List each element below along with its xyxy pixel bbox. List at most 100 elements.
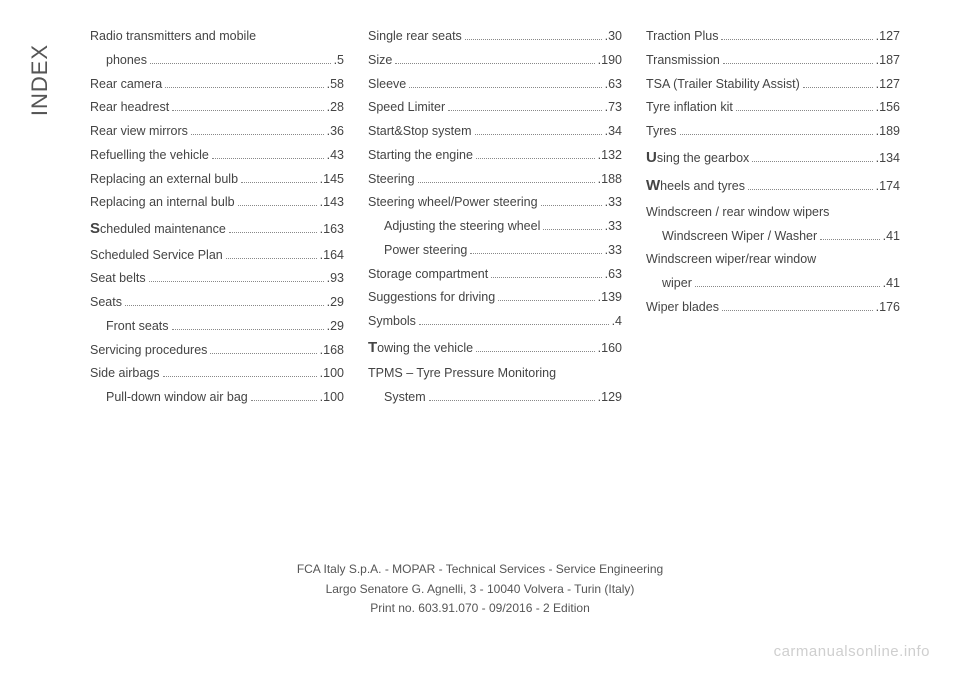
entry-page: .5 <box>334 49 344 73</box>
entry-label: Seats <box>90 291 122 315</box>
leader-dots <box>721 32 872 41</box>
entry-page: .36 <box>327 120 344 144</box>
footer-line1: FCA Italy S.p.A. - MOPAR - Technical Ser… <box>0 560 960 579</box>
entry-page: .143 <box>320 191 344 215</box>
index-entry: Tyre inflation kit .156 <box>646 96 900 120</box>
watermark: carmanualsonline.info <box>774 643 930 660</box>
leader-dots <box>163 369 317 378</box>
footer-line2: Largo Senatore G. Agnelli, 3 - 10040 Vol… <box>0 580 960 599</box>
index-entry: Using the gearbox.134 <box>646 144 900 173</box>
entry-label: wiper <box>662 272 692 296</box>
entry-page: .73 <box>605 96 622 120</box>
entry-label: TSA (Trailer Stability Assist) <box>646 73 800 97</box>
entry-page: .134 <box>876 147 900 171</box>
entry-page: .174 <box>876 175 900 199</box>
index-entry: Seats .29 <box>90 291 344 315</box>
entry-page: .29 <box>327 291 344 315</box>
entry-page: .29 <box>327 315 344 339</box>
leader-dots <box>395 55 594 64</box>
index-entry: TSA (Trailer Stability Assist).127 <box>646 73 900 97</box>
entry-page: .160 <box>598 337 622 361</box>
entry-label: Starting the engine <box>368 144 473 168</box>
entry-label: Wiper blades <box>646 296 719 320</box>
index-entry: Rear view mirrors .36 <box>90 120 344 144</box>
index-entry: Pull-down window air bag .100 <box>90 386 344 410</box>
index-entry: Speed Limiter .73 <box>368 96 622 120</box>
entry-label: Windscreen wiper/rear window <box>646 248 816 272</box>
entry-label: Speed Limiter <box>368 96 445 120</box>
entry-label: Refuelling the vehicle <box>90 144 209 168</box>
index-entry: Scheduled Service Plan.164 <box>90 244 344 268</box>
index-entry: Seat belts.93 <box>90 267 344 291</box>
index-column: Radio transmitters and mobilephones.5Rea… <box>90 25 344 410</box>
entry-page: .63 <box>605 73 622 97</box>
entry-label: Rear camera <box>90 73 162 97</box>
index-entry: phones.5 <box>90 49 344 73</box>
entry-label: Sleeve <box>368 73 406 97</box>
leader-dots <box>241 174 317 183</box>
entry-label: Steering wheel/Power steering <box>368 191 538 215</box>
leader-dots <box>680 127 873 136</box>
index-entry: Steering wheel/Power steering .33 <box>368 191 622 215</box>
entry-label: Side airbags <box>90 362 160 386</box>
entry-page: .4 <box>612 310 622 334</box>
index-entry: Power steering.33 <box>368 239 622 263</box>
entry-label: Windscreen Wiper / Washer <box>662 225 817 249</box>
entry-page: .145 <box>320 168 344 192</box>
entry-label: Suggestions for driving <box>368 286 495 310</box>
entry-page: .156 <box>876 96 900 120</box>
leader-dots <box>448 103 601 112</box>
entry-label: Tyre inflation kit <box>646 96 733 120</box>
index-entry: Size.190 <box>368 49 622 73</box>
index-entry: Scheduled maintenance.163 <box>90 215 344 244</box>
entry-label: Traction Plus <box>646 25 718 49</box>
index-entry: Tyres.189 <box>646 120 900 144</box>
index-entry: Towing the vehicle .160 <box>368 334 622 363</box>
leader-dots <box>476 343 595 352</box>
index-entry: Suggestions for driving.139 <box>368 286 622 310</box>
leader-dots <box>491 269 601 278</box>
leader-dots <box>125 298 324 307</box>
side-label: INDEX <box>20 20 60 140</box>
leader-dots <box>476 150 595 159</box>
entry-page: .176 <box>876 296 900 320</box>
index-column: Single rear seats.30Size.190Sleeve.63Spe… <box>368 25 622 410</box>
leader-dots <box>419 317 609 326</box>
index-entry: Transmission.187 <box>646 49 900 73</box>
leader-dots <box>541 198 602 207</box>
entry-label: Towing the vehicle <box>368 334 473 363</box>
entry-label: Single rear seats <box>368 25 462 49</box>
entry-page: .58 <box>327 73 344 97</box>
index-entry: wiper.41 <box>646 272 900 296</box>
leader-dots <box>695 279 880 288</box>
index-entry: Traction Plus.127 <box>646 25 900 49</box>
leader-dots <box>723 55 873 64</box>
entry-label: Transmission <box>646 49 720 73</box>
leader-dots <box>820 231 879 240</box>
leader-dots <box>543 222 601 231</box>
index-entry: Windscreen wiper/rear window <box>646 248 900 272</box>
index-entry: Adjusting the steering wheel.33 <box>368 215 622 239</box>
footer-line3: Print no. 603.91.070 - 09/2016 - 2 Editi… <box>0 599 960 618</box>
leader-dots <box>736 103 873 112</box>
leader-dots <box>465 32 602 41</box>
entry-page: .168 <box>320 339 344 363</box>
side-label-text: INDEX <box>27 44 53 116</box>
index-entry: Rear headrest.28 <box>90 96 344 120</box>
leader-dots <box>251 393 317 402</box>
entry-page: .163 <box>320 218 344 242</box>
leader-dots <box>172 321 324 330</box>
leader-dots <box>212 150 324 159</box>
index-entry: Storage compartment.63 <box>368 263 622 287</box>
leader-dots <box>418 174 595 183</box>
entry-page: .100 <box>320 386 344 410</box>
entry-label: Rear view mirrors <box>90 120 188 144</box>
entry-label: Pull-down window air bag <box>106 386 248 410</box>
index-column: Traction Plus.127Transmission.187TSA (Tr… <box>646 25 900 410</box>
entry-page: .33 <box>605 191 622 215</box>
entry-label: Adjusting the steering wheel <box>384 215 540 239</box>
entry-label: Radio transmitters and mobile <box>90 25 256 49</box>
leader-dots <box>475 127 602 136</box>
entry-page: .132 <box>598 144 622 168</box>
leader-dots <box>803 79 873 88</box>
